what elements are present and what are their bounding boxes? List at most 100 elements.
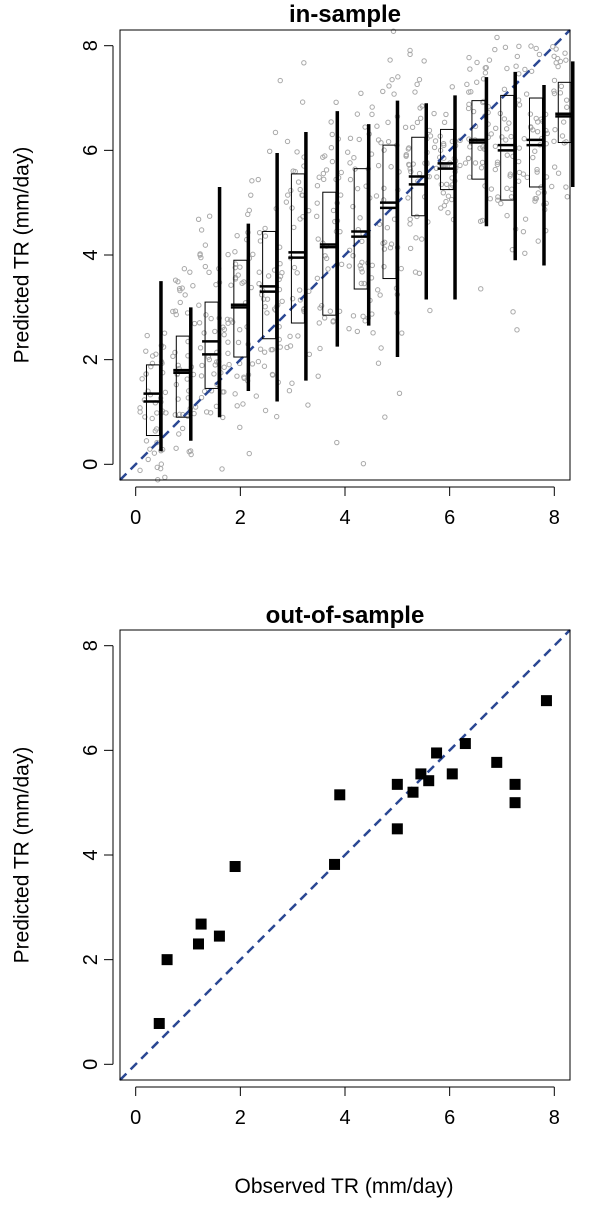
scatter-point bbox=[202, 242, 209, 248]
scatter-point bbox=[325, 266, 331, 272]
scatter-point bbox=[295, 333, 301, 339]
data-point bbox=[391, 778, 403, 790]
scatter-point bbox=[329, 131, 335, 138]
y-tick-label: 6 bbox=[80, 745, 102, 756]
scatter-point bbox=[369, 262, 375, 269]
scatter-point bbox=[232, 391, 238, 397]
scatter-point bbox=[419, 236, 425, 242]
data-point bbox=[459, 738, 471, 750]
scatter-point bbox=[295, 179, 302, 185]
out-of-sample-y-axis: 0 2 4 6 8 bbox=[80, 640, 114, 1070]
scatter-point bbox=[407, 47, 413, 54]
scatter-point bbox=[388, 241, 395, 247]
scatter-point bbox=[321, 315, 328, 321]
scatter-point bbox=[510, 309, 516, 315]
scatter-point bbox=[558, 83, 565, 89]
scatter-point bbox=[504, 185, 510, 192]
scatter-point bbox=[261, 363, 268, 369]
out-of-sample-identity-line bbox=[119, 629, 571, 1081]
scatter-point bbox=[534, 166, 540, 173]
scatter-point bbox=[162, 389, 169, 396]
scatter-point bbox=[322, 153, 328, 159]
scatter-point bbox=[283, 199, 290, 205]
scatter-point bbox=[498, 200, 504, 207]
scatter-point bbox=[564, 194, 571, 200]
scatter-point bbox=[385, 119, 391, 126]
scatter-point bbox=[274, 413, 280, 420]
scatter-point bbox=[470, 108, 477, 115]
scatter-point bbox=[284, 138, 291, 145]
scatter-point bbox=[265, 273, 272, 279]
boxplot-box bbox=[290, 173, 305, 324]
scatter-point bbox=[321, 176, 327, 183]
scatter-point bbox=[249, 361, 256, 367]
scatter-point bbox=[246, 207, 252, 214]
scatter-point bbox=[198, 254, 204, 261]
scatter-point bbox=[147, 446, 153, 452]
scatter-point bbox=[503, 137, 509, 143]
scatter-point bbox=[206, 213, 213, 219]
scatter-point bbox=[255, 176, 261, 183]
scatter-point bbox=[530, 154, 536, 161]
scatter-point bbox=[241, 374, 247, 380]
scatter-point bbox=[296, 287, 303, 293]
scatter-point bbox=[405, 195, 411, 201]
scatter-point bbox=[474, 59, 480, 66]
scatter-point bbox=[179, 425, 186, 432]
scatter-point bbox=[508, 133, 514, 140]
scatter-point bbox=[495, 194, 501, 200]
scatter-point bbox=[427, 133, 434, 139]
boxplot-box bbox=[440, 128, 455, 191]
data-point bbox=[161, 954, 173, 966]
scatter-point bbox=[158, 461, 165, 467]
boxplot bbox=[288, 132, 308, 381]
boxplot bbox=[468, 77, 489, 227]
scatter-point bbox=[530, 127, 536, 133]
scatter-point bbox=[387, 57, 393, 63]
scatter-point bbox=[329, 158, 336, 165]
scatter-point bbox=[535, 190, 541, 196]
scatter-point bbox=[560, 119, 567, 125]
scatter-point bbox=[438, 181, 445, 188]
scatter-point bbox=[445, 193, 452, 199]
scatter-point bbox=[551, 90, 558, 97]
scatter-point bbox=[557, 90, 564, 96]
scatter-point bbox=[212, 362, 218, 368]
scatter-point bbox=[386, 83, 392, 89]
scatter-point bbox=[487, 196, 493, 202]
scatter-point bbox=[520, 171, 527, 177]
scatter-point bbox=[260, 296, 267, 302]
scatter-point bbox=[443, 111, 449, 118]
scatter-point bbox=[241, 279, 247, 285]
scatter-point bbox=[549, 183, 555, 190]
scatter-point bbox=[488, 186, 495, 192]
boxplot bbox=[351, 124, 371, 326]
data-point bbox=[509, 797, 521, 809]
scatter-point bbox=[277, 77, 283, 84]
scatter-point bbox=[291, 264, 298, 271]
scatter-point bbox=[272, 129, 279, 136]
scatter-point bbox=[369, 111, 375, 118]
scatter-point bbox=[294, 270, 300, 276]
in-sample-boxplots bbox=[143, 61, 575, 452]
scatter-point bbox=[286, 387, 293, 394]
scatter-point bbox=[330, 319, 336, 325]
scatter-point bbox=[492, 166, 499, 173]
scatter-point bbox=[170, 308, 176, 315]
scatter-point bbox=[187, 269, 193, 275]
scatter-point bbox=[522, 250, 528, 256]
scatter-point bbox=[182, 292, 188, 298]
scatter-point bbox=[351, 155, 357, 161]
scatter-point bbox=[350, 203, 356, 210]
scatter-point bbox=[381, 185, 387, 191]
scatter-point bbox=[206, 269, 212, 276]
scatter-point bbox=[264, 310, 270, 316]
scatter-point bbox=[354, 111, 361, 117]
scatter-point bbox=[407, 166, 413, 172]
scatter-point bbox=[533, 45, 539, 52]
scatter-point bbox=[301, 60, 307, 66]
scatter-point bbox=[532, 198, 538, 204]
scatter-point bbox=[234, 232, 240, 239]
scatter-point bbox=[154, 464, 160, 471]
